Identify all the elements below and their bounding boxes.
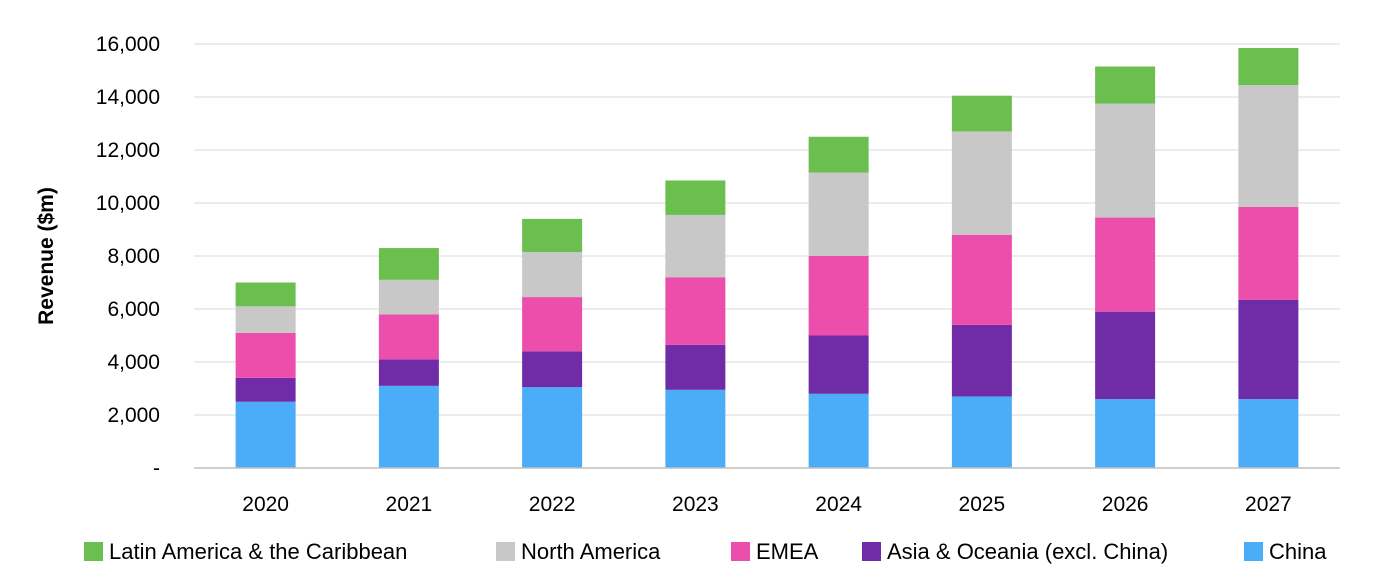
bars xyxy=(235,47,1299,468)
bar-segment xyxy=(1238,47,1299,86)
y-tick-label: 6,000 xyxy=(107,298,160,321)
bar-segment xyxy=(235,401,296,468)
bar-segment xyxy=(378,359,439,386)
legend-label: Asia & Oceania (excl. China) xyxy=(887,539,1168,564)
bar-segment xyxy=(665,277,726,345)
bar-segment xyxy=(808,136,869,173)
bar-segment xyxy=(1238,399,1299,468)
bar-segment xyxy=(1095,399,1156,468)
legend-swatch xyxy=(1244,542,1263,561)
bar-segment xyxy=(235,377,296,402)
bar-segment xyxy=(808,256,869,336)
bar-segment xyxy=(378,385,439,468)
y-tick-label: - xyxy=(153,457,160,480)
bar-segment xyxy=(235,332,296,378)
bar-segment xyxy=(522,387,583,468)
legend-swatch xyxy=(84,542,103,561)
x-tick-label: 2024 xyxy=(815,493,862,516)
legend: Latin America & the Caribbean North Ameri… xyxy=(84,539,1327,564)
bar-segment xyxy=(1238,299,1299,400)
bar-segment xyxy=(378,248,439,280)
bar-segment xyxy=(665,180,726,215)
y-tick-label: 10,000 xyxy=(96,192,160,215)
y-tick-label: 16,000 xyxy=(96,33,160,56)
bar-segment xyxy=(951,324,1012,397)
x-axis-tick-labels: 2020 2021 2022 2023 2024 2025 2026 2027 xyxy=(242,493,1291,516)
x-tick-label: 2020 xyxy=(242,493,289,516)
bar-segment xyxy=(665,214,726,278)
x-tick-label: 2023 xyxy=(672,493,719,516)
gridlines xyxy=(194,43,1340,416)
legend-label: Latin America & the Caribbean xyxy=(109,539,407,564)
x-tick-label: 2026 xyxy=(1102,493,1149,516)
bar-segment xyxy=(522,297,583,352)
x-tick-label: 2025 xyxy=(959,493,1006,516)
legend-swatch xyxy=(862,542,881,561)
bar-segment xyxy=(808,335,869,394)
legend-label: China xyxy=(1269,539,1327,564)
bar-segment xyxy=(522,218,583,253)
bar-segment xyxy=(951,396,1012,468)
bar-segment xyxy=(1095,311,1156,400)
legend-swatch xyxy=(496,542,515,561)
y-tick-label: 8,000 xyxy=(107,245,160,268)
bar-segment xyxy=(522,351,583,388)
legend-swatch xyxy=(731,542,750,561)
bar-segment xyxy=(522,252,583,298)
legend-label: North America xyxy=(521,539,661,564)
bar-segment xyxy=(235,306,296,333)
y-axis-label: Revenue ($m) xyxy=(35,187,58,325)
y-tick-label: 4,000 xyxy=(107,351,160,374)
y-tick-label: 14,000 xyxy=(96,86,160,109)
bar-segment xyxy=(235,282,296,307)
x-tick-label: 2027 xyxy=(1245,493,1292,516)
x-tick-label: 2022 xyxy=(529,493,576,516)
legend-label: EMEA xyxy=(756,539,819,564)
bar-segment xyxy=(378,279,439,315)
y-axis-tick-labels: - 2,000 4,000 6,000 8,000 10,000 12,000 14,000 1… xyxy=(96,33,160,480)
y-tick-label: 2,000 xyxy=(107,404,160,427)
y-tick-label: 12,000 xyxy=(96,139,160,162)
bar-segment xyxy=(951,131,1012,235)
bar-segment xyxy=(378,314,439,360)
bar-segment xyxy=(1095,217,1156,312)
bar-segment xyxy=(665,344,726,390)
x-tick-label: 2021 xyxy=(386,493,433,516)
bar-segment xyxy=(1095,66,1156,104)
bar-segment xyxy=(951,234,1012,325)
bar-segment xyxy=(665,389,726,468)
bar-segment xyxy=(1238,85,1299,207)
bar-segment xyxy=(951,95,1012,132)
bar-segment xyxy=(1238,206,1299,300)
bar-segment xyxy=(808,393,869,468)
bar-segment xyxy=(808,172,869,256)
bar-segment xyxy=(1095,103,1156,218)
